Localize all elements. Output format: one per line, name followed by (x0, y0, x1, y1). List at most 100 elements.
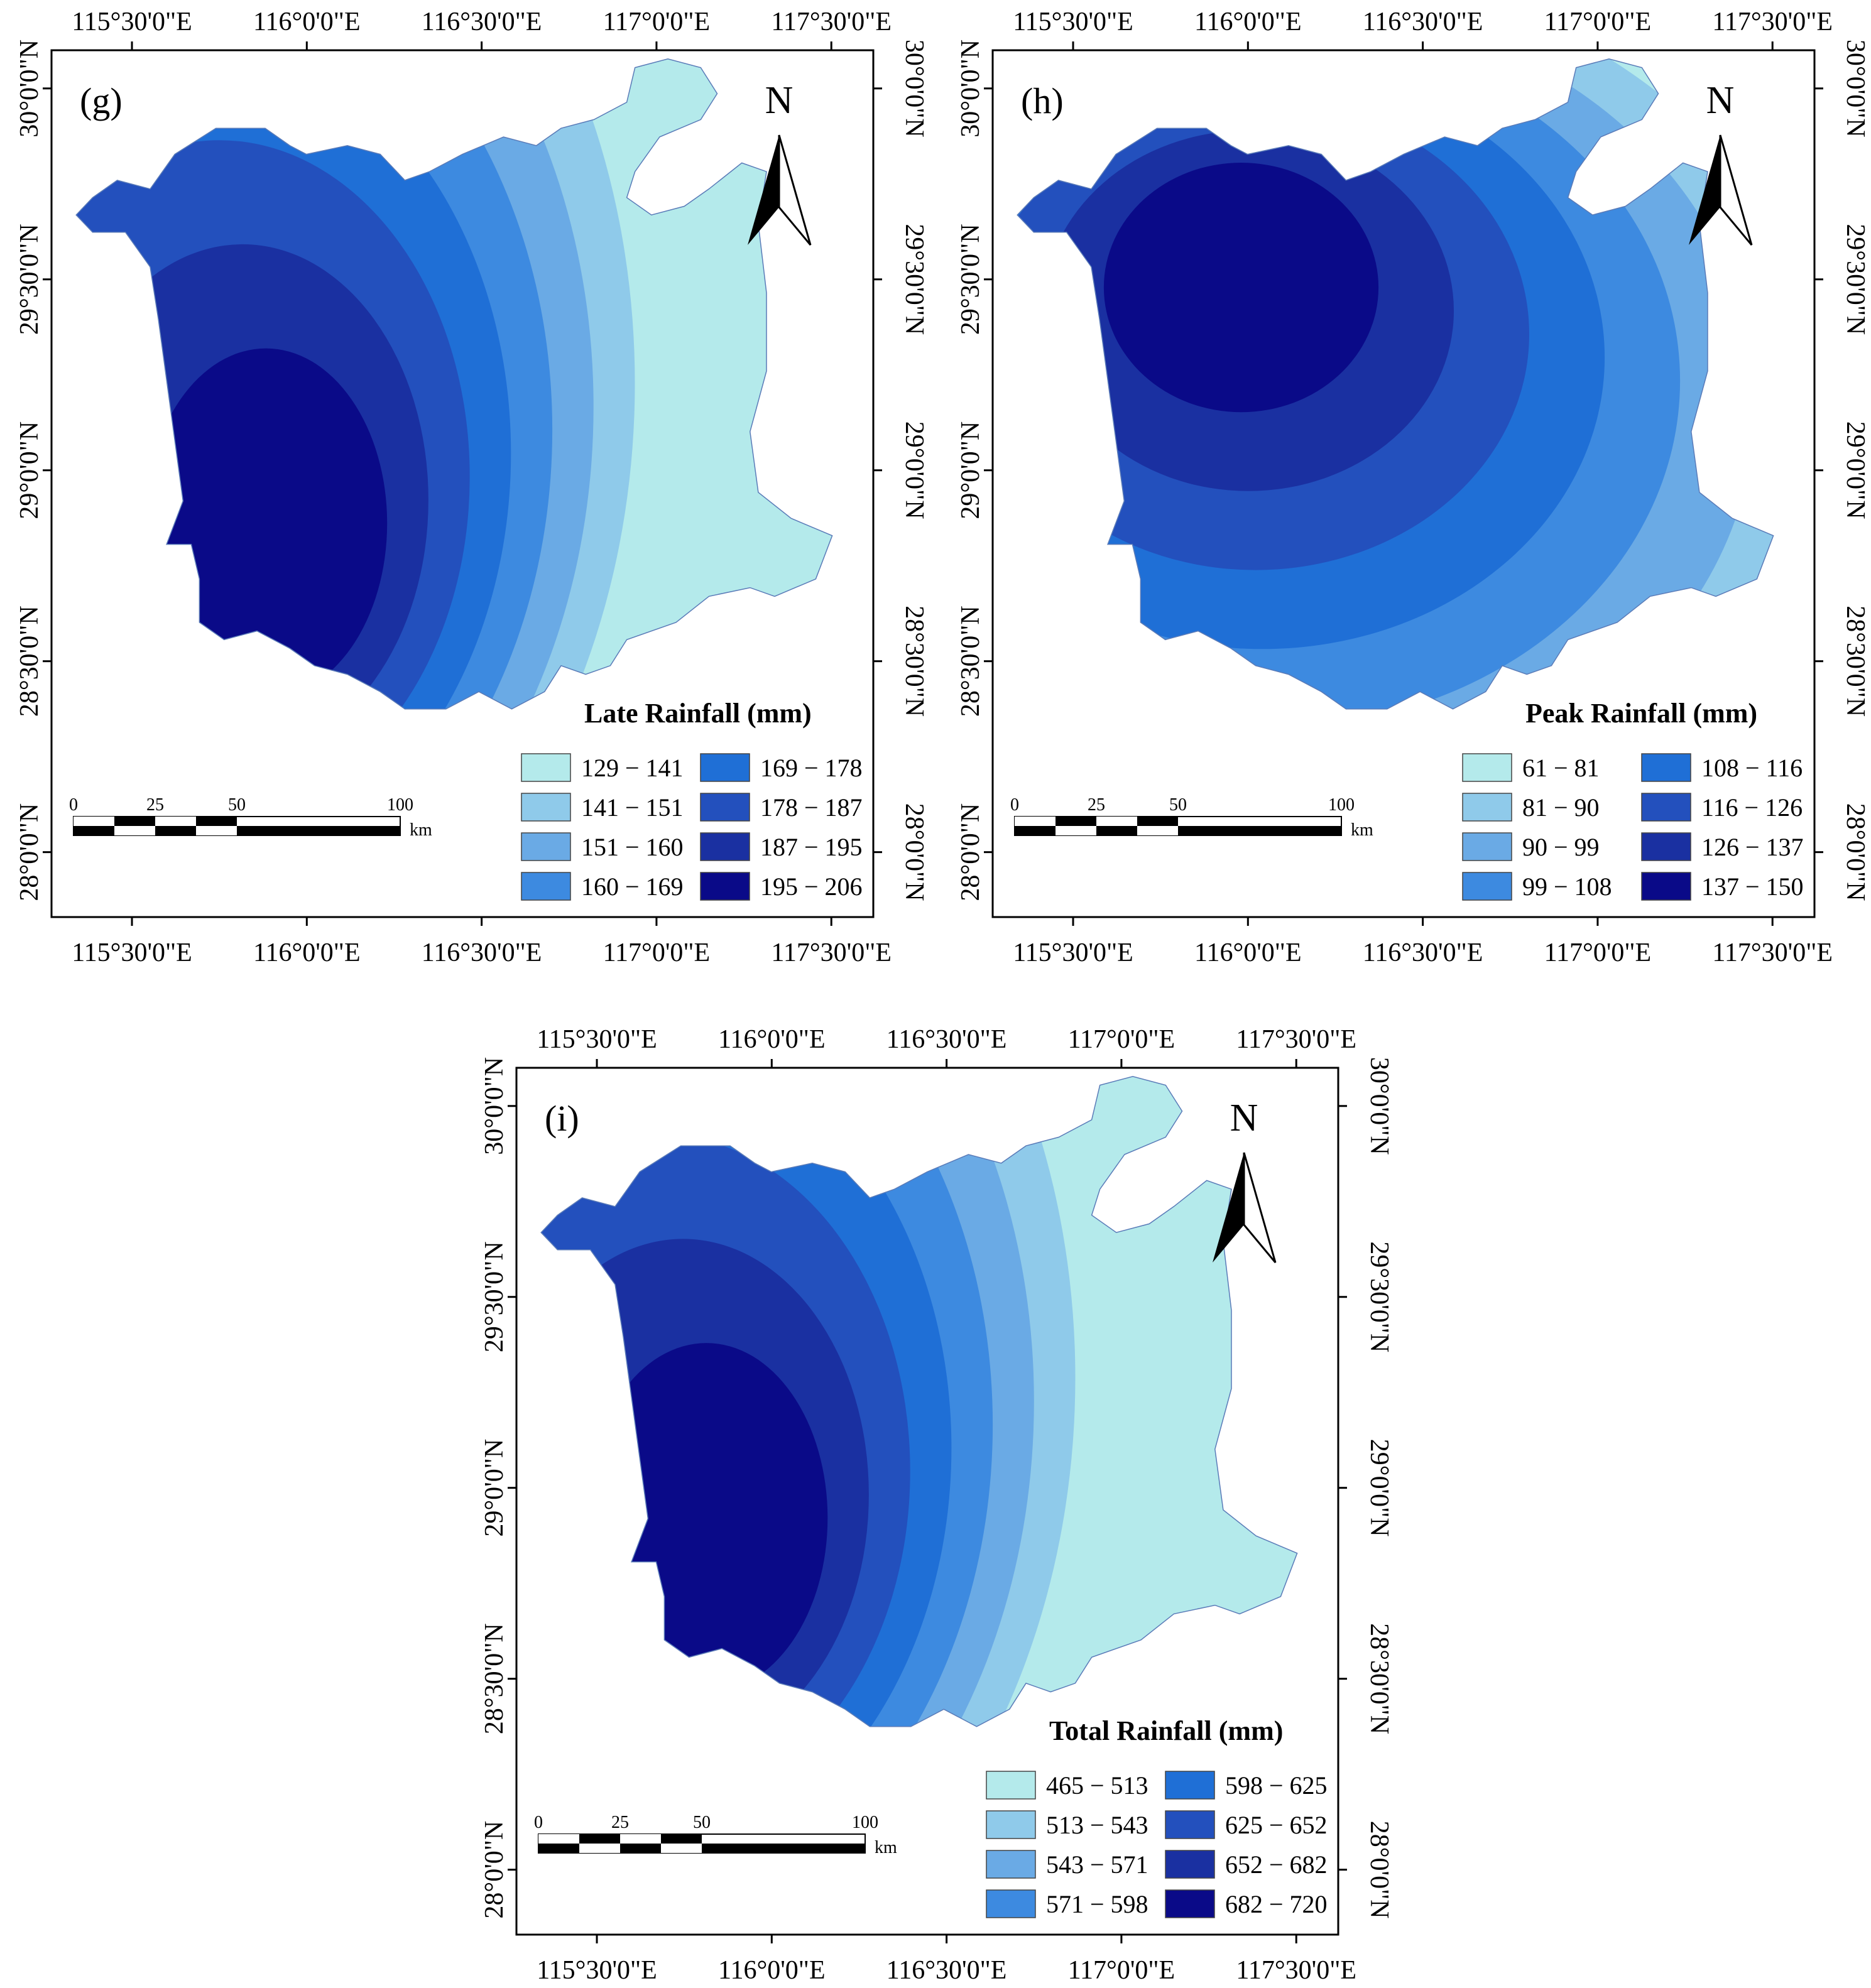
legend-swatch-3 (521, 872, 571, 901)
lat-label-right: 28°0'0"N (1365, 1821, 1394, 1919)
scale-segment (155, 826, 196, 835)
panel-label: (g) (80, 80, 123, 121)
lat-label-left: 28°30'0"N (15, 606, 44, 717)
contour-band-7 (145, 348, 388, 698)
legend-class-label: 195 − 206 (760, 872, 863, 901)
legend-class-label: 465 − 513 (1046, 1771, 1148, 1800)
scale-segment (155, 817, 196, 826)
lat-label-left: 28°0'0"N (480, 1821, 509, 1919)
legend-title: Total Rainfall (mm) (1049, 1715, 1283, 1746)
legend-class-label: 160 − 169 (581, 872, 684, 901)
legend-class-label: 652 − 682 (1225, 1850, 1328, 1879)
region-boundary (1017, 58, 1774, 710)
scale-segment (74, 826, 114, 835)
scale-unit: km (1351, 820, 1373, 840)
legend-class-label: 682 − 720 (1225, 1890, 1328, 1918)
lon-label-bottom: 117°0'0"E (603, 938, 711, 967)
legend-swatch-6 (1165, 1850, 1215, 1879)
scale-segment (1096, 826, 1137, 835)
scale-segment (1096, 817, 1137, 826)
scale-unit: km (410, 820, 432, 840)
scale-unit: km (875, 1838, 897, 1857)
lon-label-top: 116°30'0"E (886, 1025, 1007, 1054)
scale-segment (661, 1844, 702, 1853)
scale-segment (1015, 817, 1056, 826)
scale-segment (1056, 826, 1096, 835)
legend-title: Late Rainfall (mm) (584, 698, 812, 729)
legend-class-label: 598 − 625 (1225, 1771, 1328, 1800)
scale-tick-label: 25 (611, 1813, 629, 1832)
lat-label-left: 29°30'0"N (956, 224, 985, 335)
scale-tick-label: 50 (1169, 795, 1187, 815)
legend-swatch-4 (1641, 753, 1691, 782)
lon-label-bottom: 115°30'0"E (537, 1956, 657, 1985)
legend-swatch-1 (986, 1810, 1036, 1839)
legend-class-label: 108 − 116 (1701, 754, 1803, 782)
lat-label-right: 29°30'0"N (1841, 224, 1870, 335)
legend-swatch-1 (1462, 793, 1512, 822)
legend-class-label: 169 − 178 (760, 754, 863, 782)
legend-class-label: 151 − 160 (581, 833, 684, 861)
lon-label-bottom: 117°0'0"E (1544, 938, 1652, 967)
lat-label-right: 29°30'0"N (900, 224, 929, 335)
scale-tick-label: 25 (1088, 795, 1105, 815)
lat-label-left: 29°30'0"N (15, 224, 44, 335)
north-arrow-icon: N (1213, 1097, 1277, 1263)
legend: Peak Rainfall (mm) 61 − 81 81 − 90 90 − 99 9… (1462, 698, 1804, 901)
lon-label-top: 116°0'0"E (1194, 8, 1302, 36)
lon-label-bottom: 116°30'0"E (886, 1956, 1007, 1985)
region-boundary (540, 1076, 1298, 1727)
lat-label-left: 29°30'0"N (480, 1241, 509, 1352)
scale-tick-label: 100 (387, 795, 413, 815)
lon-label-top: 117°30'0"E (1236, 1025, 1356, 1054)
scale-segment (1056, 817, 1096, 826)
legend-class-label: 571 − 598 (1046, 1890, 1148, 1918)
legend-swatch-6 (700, 832, 750, 861)
legend-swatch-3 (986, 1889, 1036, 1918)
legend-swatch-4 (700, 753, 750, 782)
legend-swatch-7 (1165, 1889, 1215, 1918)
legend-swatch-3 (1462, 872, 1512, 901)
scale-bar: 0 25 50 100 km (534, 1813, 897, 1857)
north-arrow-label: N (1230, 1097, 1258, 1139)
scale-segment (1015, 826, 1056, 835)
north-arrow-label: N (1706, 79, 1735, 122)
north-arrow-left (1213, 1153, 1244, 1263)
legend-class-label: 513 − 543 (1046, 1811, 1148, 1839)
legend-swatch-2 (521, 832, 571, 861)
lon-label-bottom: 116°0'0"E (1194, 938, 1302, 967)
scale-tick-label: 0 (534, 1813, 543, 1832)
scale-tick-label: 0 (1010, 795, 1019, 815)
legend-swatch-7 (700, 872, 750, 901)
legend-swatch-5 (1165, 1810, 1215, 1839)
scale-segment (1178, 826, 1341, 835)
north-arrow-left (748, 135, 779, 245)
scale-segment (661, 1834, 702, 1844)
north-arrow-left (1689, 135, 1720, 245)
lat-label-right: 28°30'0"N (1841, 606, 1870, 717)
lat-label-left: 29°0'0"N (480, 1439, 509, 1537)
north-arrow-icon: N (1689, 79, 1753, 246)
lat-label-left: 30°0'0"N (956, 40, 985, 138)
north-arrow-right (778, 134, 812, 246)
lat-label-left: 28°30'0"N (956, 606, 985, 717)
scale-segment (196, 817, 237, 826)
scale-segment (579, 1834, 620, 1844)
legend: Late Rainfall (mm) 129 − 141 141 − 151 151 … (521, 698, 863, 901)
lat-label-right: 28°0'0"N (1841, 803, 1870, 901)
scale-tick-label: 100 (1328, 795, 1355, 815)
legend-class-label: 99 − 108 (1522, 872, 1612, 901)
lon-label-bottom: 117°30'0"E (1712, 938, 1833, 967)
lat-label-right: 28°30'0"N (900, 606, 929, 717)
scale-bar: 0 25 50 100 km (69, 795, 432, 840)
north-arrow-icon: N (748, 79, 812, 246)
scale-segment (620, 1844, 661, 1853)
scale-bar: 0 25 50 100 km (1010, 795, 1373, 840)
lon-label-bottom: 115°30'0"E (72, 938, 192, 967)
lat-label-left: 29°0'0"N (15, 421, 44, 519)
map-panel-i: (i) N Total Rainfall (mm) 465 − 513 513 − 54… (480, 1025, 1394, 1985)
scale-tick-label: 50 (228, 795, 246, 815)
lon-label-bottom: 117°0'0"E (1068, 1956, 1176, 1985)
legend-class-label: 178 − 187 (760, 793, 863, 822)
